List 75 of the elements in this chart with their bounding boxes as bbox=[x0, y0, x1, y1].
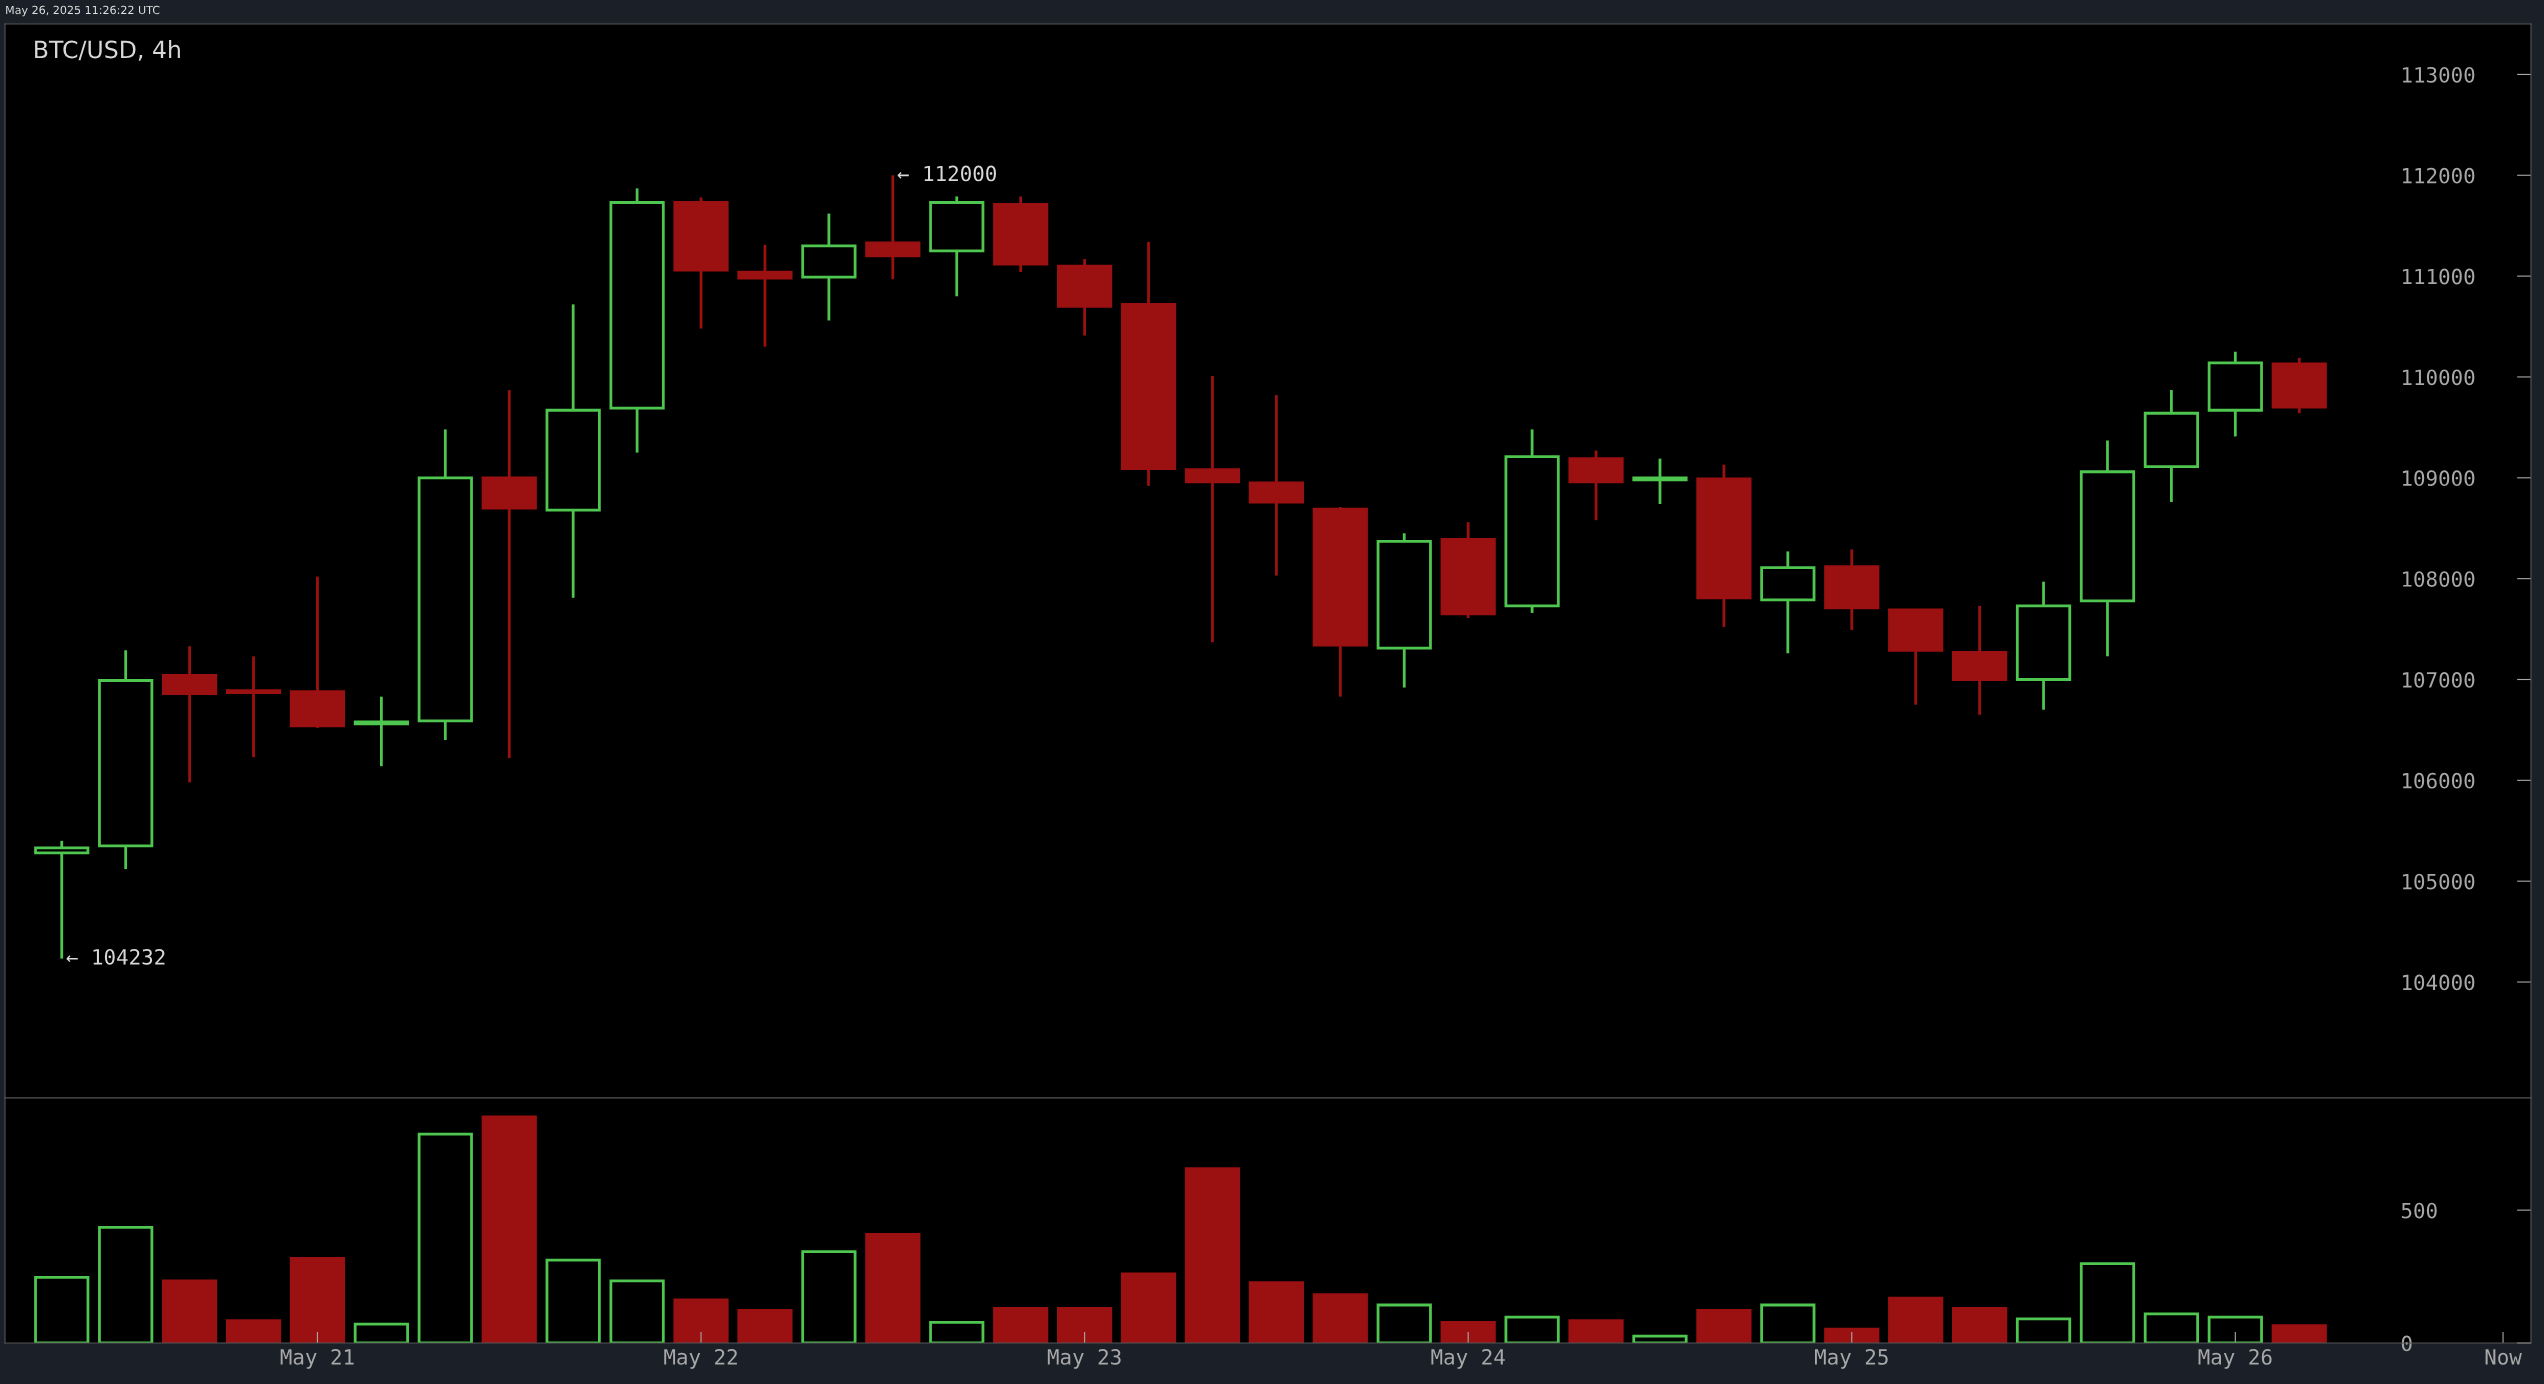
candlestick bbox=[993, 195, 1049, 274]
candlestick bbox=[98, 648, 154, 871]
candlestick bbox=[289, 575, 346, 730]
y-tick-label: 106000 bbox=[2402, 772, 2475, 789]
bar bbox=[993, 1307, 1049, 1343]
y-tick-label: 111000 bbox=[2402, 268, 2475, 285]
x-tick-label: May 22 bbox=[664, 1349, 737, 1369]
bar bbox=[737, 1308, 793, 1343]
candlestick bbox=[2079, 439, 2136, 658]
candlestick bbox=[225, 654, 282, 759]
candlestick bbox=[2143, 388, 2199, 504]
bar bbox=[417, 1132, 473, 1343]
annotation: ← 104232 bbox=[66, 948, 165, 965]
candlestick bbox=[1824, 548, 1880, 632]
y-tick-label: 500 bbox=[2401, 1202, 2437, 1219]
bar bbox=[1184, 1167, 1241, 1343]
bar bbox=[1696, 1308, 1752, 1343]
x-tick-label: May 23 bbox=[1047, 1349, 1121, 1369]
text: May 26, 2025 11:26:22 UTC bbox=[6, 5, 160, 17]
y-tick-label: 107000 bbox=[2402, 672, 2475, 688]
candlestick bbox=[1952, 604, 2008, 717]
candlestick bbox=[2271, 356, 2327, 415]
bar bbox=[1248, 1281, 1304, 1343]
bar bbox=[481, 1115, 537, 1343]
bar bbox=[161, 1279, 218, 1343]
bar bbox=[673, 1298, 729, 1343]
candlestick bbox=[1248, 393, 1304, 578]
x-tick-label: May 21 bbox=[280, 1349, 354, 1369]
candlestick bbox=[481, 388, 537, 760]
candlestick bbox=[545, 302, 601, 600]
text: BTC/USD, 4h bbox=[35, 40, 180, 61]
candlestick bbox=[34, 839, 90, 961]
candlestick bbox=[1057, 257, 1113, 337]
bar bbox=[225, 1319, 282, 1343]
bar bbox=[1568, 1319, 1624, 1343]
candlestick bbox=[1760, 550, 1816, 655]
annotation: ← 112000 bbox=[897, 165, 996, 182]
y-tick-label: 104000 bbox=[2402, 974, 2475, 991]
y-tick-label: 105000 bbox=[2402, 873, 2475, 890]
candlestick bbox=[1120, 240, 1177, 488]
candlestick bbox=[865, 173, 921, 281]
bar bbox=[1057, 1307, 1113, 1343]
candlestick bbox=[353, 695, 409, 768]
y-tick-label: 110000 bbox=[2402, 369, 2475, 386]
bar bbox=[289, 1257, 346, 1343]
bar bbox=[1888, 1296, 1944, 1343]
bar bbox=[865, 1232, 921, 1343]
y-tick-label: 108000 bbox=[2402, 571, 2475, 587]
candlestick bbox=[737, 243, 793, 349]
candlestick bbox=[1888, 608, 1944, 707]
candlestick bbox=[1376, 531, 1432, 689]
candlestick bbox=[2015, 580, 2072, 712]
candlestick bbox=[1184, 374, 1241, 644]
y-tick-label: 109000 bbox=[2402, 470, 2475, 487]
y-tick-label: 0 bbox=[2401, 1335, 2412, 1352]
x-tick-label: May 24 bbox=[1431, 1349, 1505, 1369]
bar bbox=[2271, 1324, 2327, 1343]
x-tick-label: Now bbox=[2485, 1349, 2522, 1365]
candlestick bbox=[417, 428, 473, 742]
bar bbox=[1952, 1307, 2008, 1343]
x-tick-label: May 26 bbox=[2198, 1349, 2272, 1369]
bar bbox=[1312, 1293, 1368, 1343]
bar bbox=[1120, 1272, 1177, 1343]
bar bbox=[1440, 1320, 1496, 1343]
candlestick bbox=[1440, 520, 1496, 620]
bar bbox=[1824, 1327, 1880, 1343]
candlestick bbox=[161, 644, 218, 784]
candlestick bbox=[1312, 505, 1368, 699]
x-tick-label: May 25 bbox=[1815, 1349, 1888, 1369]
candlestick bbox=[2207, 350, 2263, 438]
candlestick bbox=[1632, 457, 1688, 506]
y-tick-label: 112000 bbox=[2402, 167, 2475, 184]
y-tick-label: 113000 bbox=[2402, 66, 2475, 83]
candlestick bbox=[929, 195, 985, 298]
candlestick bbox=[801, 212, 857, 322]
